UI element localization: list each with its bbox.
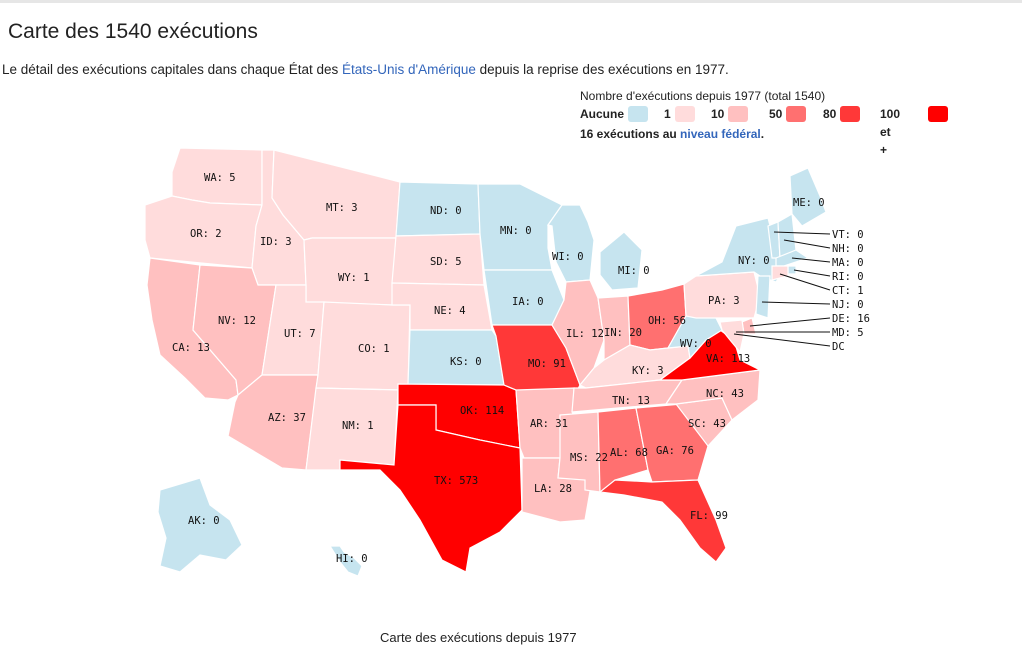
legend-label-none: Aucune: [580, 107, 625, 121]
state-label-pa: PA: 3: [708, 295, 740, 307]
state-label-sc: SC: 43: [688, 418, 726, 430]
state-label-mo: MO: 91: [528, 358, 566, 370]
legend-swatch-50: [786, 106, 806, 122]
state-md[interactable]: [719, 319, 745, 354]
leader-line-nj: [761, 301, 831, 305]
state-label-nv: NV: 12: [218, 315, 256, 327]
leader-line-de: [749, 317, 831, 327]
state-label-de: DE: 16: [832, 313, 870, 325]
legend-swatch-100plus: [928, 106, 948, 122]
state-label-il: IL: 12: [566, 328, 604, 340]
state-label-co: CO: 1: [358, 343, 390, 355]
federal-note: 16 exécutions au niveau fédéral.: [580, 127, 825, 141]
legend-swatch-1: [675, 106, 695, 122]
state-ct[interactable]: [771, 265, 789, 281]
state-label-nc: NC: 43: [706, 388, 744, 400]
state-mi[interactable]: [599, 231, 643, 291]
leader-line-dc: [733, 333, 831, 347]
state-label-md: MD: 5: [832, 327, 864, 339]
state-label-hi: HI: 0: [336, 553, 368, 565]
state-label-ne: NE: 4: [434, 305, 466, 317]
leader-line-nh: [783, 239, 831, 249]
state-label-al: AL: 68: [610, 447, 648, 459]
state-label-wv: WV: 0: [680, 338, 712, 350]
legend-label-10: 10: [711, 107, 725, 121]
state-label-ks: KS: 0: [450, 356, 482, 368]
intro-before: Le détail des exécutions capitales dans …: [2, 62, 342, 77]
state-label-nh: NH: 0: [832, 243, 864, 255]
state-label-wy: WY: 1: [338, 272, 370, 284]
legend-title: Nombre d'exécutions depuis 1977 (total 1…: [580, 89, 826, 103]
state-label-mi: MI: 0: [618, 265, 650, 277]
usa-link[interactable]: États-Unis d'Amérique: [341, 62, 476, 77]
state-label-me: ME: 0: [793, 197, 825, 209]
state-label-sd: SD: 5: [430, 256, 462, 268]
state-label-or: OR: 2: [190, 228, 222, 240]
legend-swatch-none: [628, 106, 648, 122]
state-label-ut: UT: 7: [284, 328, 316, 340]
state-label-ak: AK: 0: [188, 515, 220, 527]
state-label-az: AZ: 37: [268, 412, 306, 424]
state-label-ok: OK: 114: [460, 405, 504, 417]
leader-line-vt: [773, 231, 831, 235]
us-map: WA: 5 OR: 2 CA: 13 ID: 3 NV: 12 MT: 3 WY: 1 UT:…: [144, 147, 870, 577]
page-title: Carte des 1540 exécutions: [8, 20, 258, 43]
state-label-ma: MA: 0: [832, 257, 864, 269]
state-label-fl: FL: 99: [690, 510, 728, 522]
state-label-ny: NY: 0: [738, 255, 770, 267]
intro-after: depuis la reprise des exécutions en 1977…: [475, 62, 729, 77]
intro-text: Le détail des exécutions capitales dans …: [2, 62, 729, 77]
state-label-wa: WA: 5: [204, 172, 236, 184]
federal-end: .: [760, 127, 765, 141]
legend-scale: Aucune 1 10 50 80 100 et +: [580, 105, 948, 157]
legend-label-1: 1: [664, 107, 671, 121]
leader-line-ri: [793, 269, 831, 277]
state-label-tx: TX: 573: [434, 475, 478, 487]
state-tx[interactable]: [339, 404, 523, 573]
legend-swatch-80: [840, 106, 860, 122]
state-label-nd: ND: 0: [430, 205, 462, 217]
federal-count: 16 exécutions au: [580, 127, 681, 141]
state-label-ga: GA: 76: [656, 445, 694, 457]
state-label-ms: MS: 22: [570, 452, 608, 464]
state-mn[interactable]: [477, 183, 563, 271]
legend-swatch-10: [728, 106, 748, 122]
top-border: [0, 0, 1022, 3]
state-label-nj: NJ: 0: [832, 299, 864, 311]
state-label-la: LA: 28: [534, 483, 572, 495]
state-label-ky: KY: 3: [632, 365, 664, 377]
legend-label-80: 80: [823, 107, 837, 121]
state-label-tn: TN: 13: [612, 395, 650, 407]
state-label-va: VA: 113: [706, 353, 750, 365]
legend: Nombre d'exécutions depuis 1977 (total 1…: [580, 89, 948, 157]
state-label-nm: NM: 1: [342, 420, 374, 432]
state-label-mn: MN: 0: [500, 225, 532, 237]
state-label-oh: OH: 56: [648, 315, 686, 327]
state-label-ar: AR: 31: [530, 418, 568, 430]
legend-label-50: 50: [769, 107, 783, 121]
state-label-vt: VT: 0: [832, 229, 864, 241]
legend-label-100plus: 100 et +: [880, 107, 901, 157]
leader-line-ma: [791, 257, 831, 263]
state-label-ri: RI: 0: [832, 271, 864, 283]
state-label-dc: DC: [832, 341, 845, 353]
state-label-ca: CA: 13: [172, 342, 210, 354]
map-caption: Carte des exécutions depuis 1977: [380, 630, 577, 645]
state-label-mt: MT: 3: [326, 202, 358, 214]
state-ak[interactable]: [157, 477, 243, 573]
leader-line-ct: [779, 273, 831, 291]
state-label-ct: CT: 1: [832, 285, 864, 297]
state-label-ia: IA: 0: [512, 296, 544, 308]
state-fl[interactable]: [598, 479, 727, 563]
state-hi[interactable]: [328, 545, 363, 577]
state-label-in: IN: 20: [604, 327, 642, 339]
federal-link[interactable]: niveau fédéral: [680, 127, 761, 141]
state-wi[interactable]: [547, 204, 595, 283]
state-label-wi: WI: 0: [552, 251, 584, 263]
state-label-id: ID: 3: [260, 236, 292, 248]
state-nj[interactable]: [755, 275, 771, 319]
